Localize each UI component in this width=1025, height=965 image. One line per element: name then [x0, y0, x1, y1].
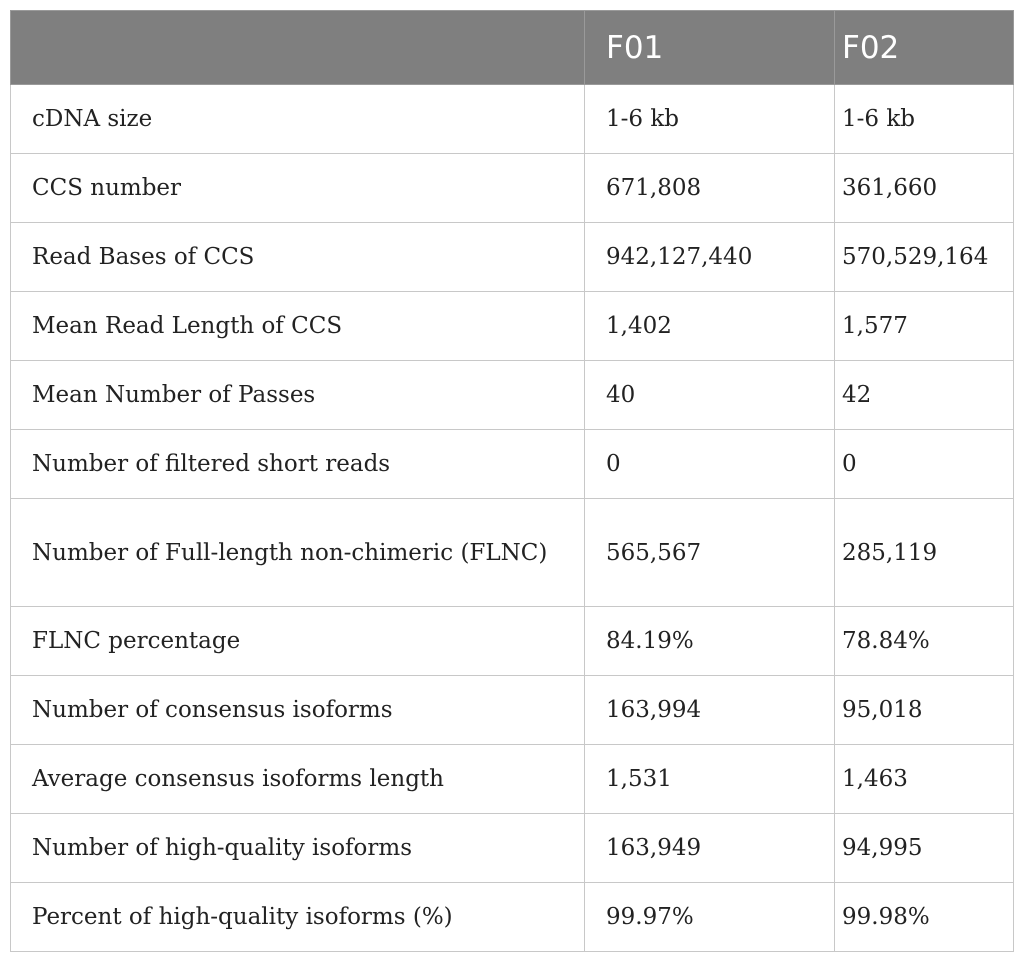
table-body: cDNA size 1-6 kb 1-6 kb CCS number 671,8…	[10, 84, 1014, 952]
table-row: cDNA size 1-6 kb 1-6 kb	[10, 84, 1014, 154]
table-row: Number of high-quality isoforms 163,949 …	[10, 813, 1014, 883]
header-cell-label	[10, 10, 585, 85]
row-label: cDNA size	[10, 84, 585, 154]
f01-value: 163,994	[584, 675, 835, 745]
f02-value: 1,577	[834, 291, 1014, 361]
row-label: Number of Full-length non-chimeric (FLNC…	[10, 498, 585, 607]
table-row: Mean Read Length of CCS 1,402 1,577	[10, 291, 1014, 361]
table-row: FLNC percentage 84.19% 78.84%	[10, 606, 1014, 676]
table-row: Number of filtered short reads 0 0	[10, 429, 1014, 499]
f01-value: 40	[584, 360, 835, 430]
table-row: Read Bases of CCS 942,127,440 570,529,16…	[10, 222, 1014, 292]
header-cell-f01: F01	[584, 10, 835, 85]
f02-value: 78.84%	[834, 606, 1014, 676]
f02-value: 99.98%	[834, 882, 1014, 952]
f01-value: 1,402	[584, 291, 835, 361]
table-row: Number of Full-length non-chimeric (FLNC…	[10, 498, 1014, 607]
f02-value: 1,463	[834, 744, 1014, 814]
row-label: CCS number	[10, 153, 585, 223]
f01-value: 1,531	[584, 744, 835, 814]
f01-value: 84.19%	[584, 606, 835, 676]
table-row: Percent of high-quality isoforms (%) 99.…	[10, 882, 1014, 952]
row-label: Read Bases of CCS	[10, 222, 585, 292]
header-row: F01 F02	[10, 10, 1014, 85]
table-header: F01 F02	[10, 10, 1014, 85]
row-label: Mean Number of Passes	[10, 360, 585, 430]
f02-value: 285,119	[834, 498, 1014, 607]
table-row: Average consensus isoforms length 1,531 …	[10, 744, 1014, 814]
f01-value: 565,567	[584, 498, 835, 607]
row-label: Number of consensus isoforms	[10, 675, 585, 745]
row-label: Number of high-quality isoforms	[10, 813, 585, 883]
row-label: Mean Read Length of CCS	[10, 291, 585, 361]
f02-value: 570,529,164	[834, 222, 1014, 292]
f02-value: 42	[834, 360, 1014, 430]
f01-value: 0	[584, 429, 835, 499]
row-label: Average consensus isoforms length	[10, 744, 585, 814]
row-label: FLNC percentage	[10, 606, 585, 676]
f02-value: 0	[834, 429, 1014, 499]
f01-value: 99.97%	[584, 882, 835, 952]
f02-value: 1-6 kb	[834, 84, 1014, 154]
sequencing-stats-table: F01 F02 cDNA size 1-6 kb 1-6 kb CCS numb…	[10, 10, 1014, 952]
row-label: Percent of high-quality isoforms (%)	[10, 882, 585, 952]
header-cell-f02: F02	[834, 10, 1014, 85]
f02-value: 95,018	[834, 675, 1014, 745]
f02-value: 361,660	[834, 153, 1014, 223]
table-row: Mean Number of Passes 40 42	[10, 360, 1014, 430]
f01-value: 163,949	[584, 813, 835, 883]
table-row: CCS number 671,808 361,660	[10, 153, 1014, 223]
row-label: Number of filtered short reads	[10, 429, 585, 499]
f01-value: 671,808	[584, 153, 835, 223]
f01-value: 1-6 kb	[584, 84, 835, 154]
f01-value: 942,127,440	[584, 222, 835, 292]
f02-value: 94,995	[834, 813, 1014, 883]
table-row: Number of consensus isoforms 163,994 95,…	[10, 675, 1014, 745]
